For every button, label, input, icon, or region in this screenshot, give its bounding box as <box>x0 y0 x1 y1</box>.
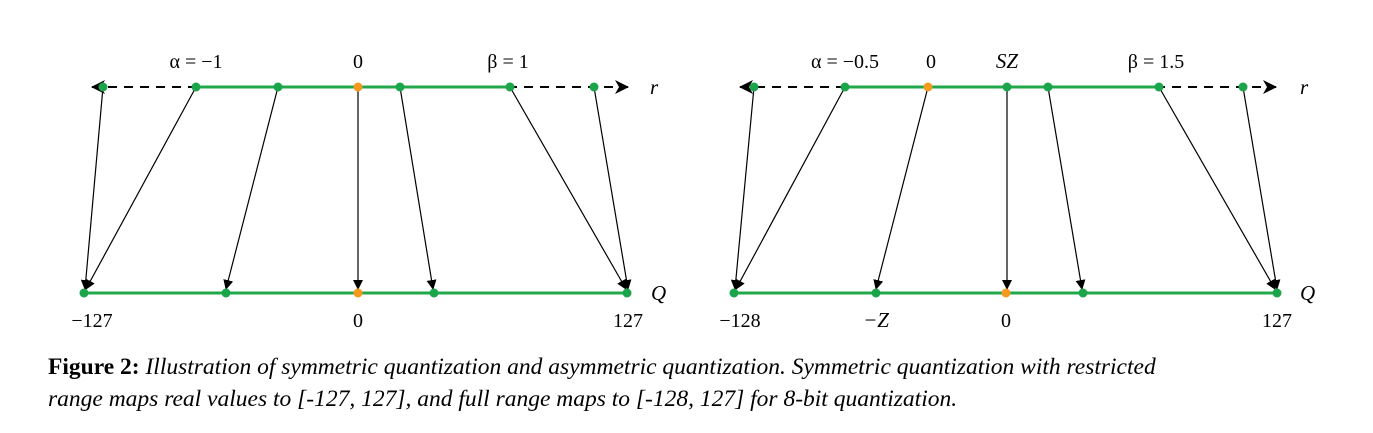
caption-label: Figure 2: <box>48 354 140 380</box>
real-zero-dot <box>923 82 933 92</box>
zero-label-bottom: 0 <box>1001 310 1011 332</box>
mapping-arrow <box>730 86 755 290</box>
quant-value-dot <box>221 288 231 298</box>
quant-value-dot <box>871 288 881 298</box>
mapping-arrow <box>593 86 632 290</box>
real-value-dot <box>1154 82 1164 92</box>
qmin-label: −127 <box>71 310 112 332</box>
quant-zero-dot <box>353 288 363 298</box>
beta-label: β = 1 <box>487 51 528 73</box>
real-value-dot <box>273 82 283 92</box>
real-value-dot <box>1043 82 1053 92</box>
top-axis-label: r <box>650 75 659 99</box>
quant-value-dot <box>79 288 89 298</box>
quant-value-dot <box>429 288 439 298</box>
quant-value-dot <box>622 288 632 298</box>
quant-value-dot <box>1272 288 1282 298</box>
mapping-arrow <box>1047 86 1086 290</box>
caption-text-line2: range maps real values to [-127, 127], a… <box>48 386 958 412</box>
sz-label: SZ <box>996 49 1019 73</box>
qmax-label: 127 <box>1262 310 1292 332</box>
real-value-dot <box>395 82 405 92</box>
figure-caption: Figure 2: Illustration of symmetric quan… <box>48 351 1348 415</box>
mapping-arrow <box>80 86 104 290</box>
real-value-dot <box>505 82 515 92</box>
mapping-arrow <box>1158 86 1276 290</box>
mapping-arrow <box>1242 86 1281 290</box>
qmax-label: 127 <box>613 310 643 332</box>
mapping-arrow <box>399 86 437 290</box>
zero-label-bottom: 0 <box>353 310 363 332</box>
real-value-dot <box>1002 82 1012 92</box>
quant-value-dot <box>1078 288 1088 298</box>
quant-value-dot <box>729 288 739 298</box>
mapping-arrow <box>735 86 846 290</box>
mapping-arrow <box>873 86 929 290</box>
symmetric-panel: r α = −1 0 β = 1 Q −127 0 127 <box>71 51 666 332</box>
alpha-label: α = −1 <box>169 51 222 73</box>
real-zero-dot <box>353 82 363 92</box>
negz-label: −Z <box>863 308 889 332</box>
bottom-axis-label: Q <box>651 281 666 305</box>
zero-label-top: 0 <box>353 51 363 73</box>
alpha-label: α = −0.5 <box>811 51 879 73</box>
quantization-diagram: r α = −1 0 β = 1 Q −127 0 127 <box>71 49 1315 332</box>
real-value-dot <box>1238 82 1248 92</box>
real-value-dot <box>589 82 599 92</box>
top-axis-label: r <box>1300 75 1309 99</box>
mapping-arrow <box>223 86 279 290</box>
mapping-arrow <box>85 86 197 290</box>
real-value-dot <box>749 82 759 92</box>
real-value-dot <box>840 82 850 92</box>
bottom-axis-label: Q <box>1300 281 1315 305</box>
real-value-dot <box>98 82 108 92</box>
caption-text-line1: Illustration of symmetric quantization a… <box>145 354 1156 380</box>
asymmetric-panel: r α = −0.5 0 SZ β = 1.5 Q −128 −Z 0 127 <box>719 49 1315 332</box>
zero-label-top: 0 <box>926 51 936 73</box>
real-value-dot <box>191 82 201 92</box>
qmin-label: −128 <box>719 310 760 332</box>
mapping-arrow <box>509 86 627 290</box>
quant-zero-dot <box>1001 288 1011 298</box>
beta-label: β = 1.5 <box>1128 51 1184 73</box>
